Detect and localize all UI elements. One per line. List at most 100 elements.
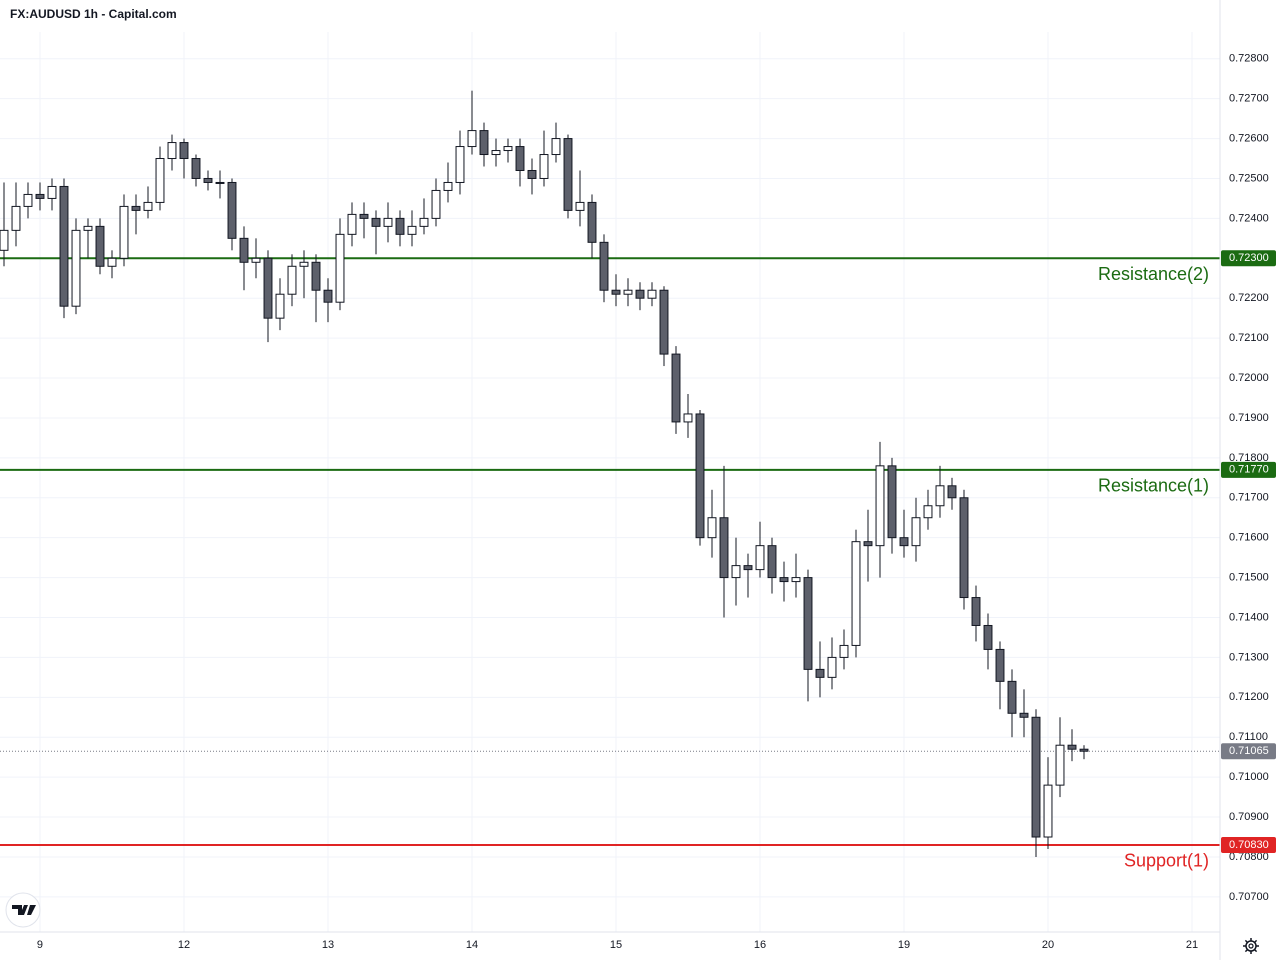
- x-tick-label: 15: [610, 939, 622, 951]
- y-tick-label: 0.71900: [1229, 412, 1269, 424]
- candle-body: [227, 181, 237, 239]
- candle-body: [299, 261, 309, 267]
- y-tick-label: 0.70700: [1229, 891, 1269, 903]
- candle-body: [287, 265, 297, 295]
- grid: [0, 32, 1220, 932]
- candle-body: [983, 624, 993, 650]
- candle-body: [1007, 680, 1017, 714]
- candle-body: [95, 225, 105, 267]
- x-tick-label: 14: [466, 939, 478, 951]
- candle-body: [779, 577, 789, 583]
- candle-body: [803, 577, 813, 670]
- level-tag: [1221, 250, 1276, 267]
- candle-body: [815, 668, 825, 678]
- last-price-tag: [1221, 743, 1276, 760]
- candle-body: [107, 257, 117, 267]
- candle-body: [971, 597, 981, 626]
- candle-body: [767, 545, 777, 579]
- y-tick-label: 0.71500: [1229, 571, 1269, 583]
- candle-body: [527, 169, 537, 179]
- level-name: Support(1): [1124, 851, 1209, 871]
- candle-body: [311, 261, 321, 291]
- candle-body: [647, 289, 657, 299]
- y-tick-label: 0.72200: [1229, 292, 1269, 304]
- candle-body: [23, 193, 33, 207]
- candle-body: [0, 229, 9, 251]
- y-tick-label: 0.71400: [1229, 611, 1269, 623]
- candle-body: [695, 413, 705, 539]
- candle-body: [911, 517, 921, 547]
- candle-body: [35, 193, 45, 199]
- candle-body: [851, 541, 861, 646]
- x-tick-label: 21: [1186, 939, 1198, 951]
- candle-body: [359, 213, 369, 219]
- candle-body: [863, 541, 873, 547]
- candle-body: [455, 146, 465, 183]
- candle-body: [959, 497, 969, 599]
- x-tick-label: 12: [178, 939, 190, 951]
- candle-body: [323, 289, 333, 303]
- candle-body: [407, 225, 417, 235]
- candle-body: [467, 130, 477, 148]
- x-tick-label: 20: [1042, 939, 1054, 951]
- candle-body: [611, 289, 621, 295]
- candle-body: [623, 289, 633, 295]
- candles: [0, 90, 1089, 857]
- candle-body: [635, 289, 645, 299]
- level-tag-label: 0.71770: [1229, 464, 1269, 476]
- candle-body: [275, 293, 285, 319]
- candle-body: [119, 205, 129, 259]
- y-tick-label: 0.70800: [1229, 851, 1269, 863]
- candle-body: [707, 517, 717, 539]
- candle-body: [875, 465, 885, 547]
- level-tag: [1221, 836, 1276, 853]
- y-tick-label: 0.71000: [1229, 771, 1269, 783]
- candle-body: [599, 241, 609, 291]
- y-tick-label: 0.71100: [1229, 731, 1268, 743]
- candle-body: [719, 517, 729, 579]
- candle-body: [347, 213, 357, 235]
- level-tag: [1221, 461, 1276, 478]
- candle-body: [503, 146, 513, 152]
- candle-body: [839, 644, 849, 658]
- candle-body: [995, 648, 1005, 682]
- candle-body: [443, 181, 453, 191]
- y-tick-label: 0.72400: [1229, 212, 1269, 224]
- candle-body: [263, 257, 273, 319]
- candle-body: [659, 289, 669, 355]
- candle-body: [587, 201, 597, 243]
- candle-body: [155, 158, 165, 203]
- y-tick-label: 0.72800: [1229, 53, 1269, 65]
- candle-body: [11, 205, 21, 231]
- candle-body: [47, 185, 57, 199]
- candle-body: [203, 177, 213, 183]
- axes: 0.70700 0.70800 0.70900 0.71000 0.71100 0.712…: [37, 53, 1276, 951]
- candle-body: [899, 537, 909, 547]
- y-tick-label: 0.72000: [1229, 372, 1269, 384]
- chart-title: FX:AUDUSD 1h - Capital.com: [10, 7, 177, 21]
- candle-body: [1079, 748, 1089, 752]
- levels: Resistance(2) Resistance(1) Support(1): [0, 257, 1220, 871]
- candle-body: [143, 201, 153, 211]
- settings-icon[interactable]: [1243, 938, 1259, 954]
- candle-body: [179, 142, 189, 160]
- candle-body: [551, 138, 561, 156]
- x-tick-label: 19: [898, 939, 910, 951]
- candle-body: [671, 353, 681, 423]
- candle-body: [791, 577, 801, 583]
- y-tick-label: 0.72500: [1229, 172, 1269, 184]
- last-price-label: 0.71065: [1229, 745, 1269, 757]
- x-tick-label: 16: [754, 939, 766, 951]
- candle-body: [731, 565, 741, 579]
- candle-body: [491, 150, 501, 156]
- candle-body: [371, 217, 381, 227]
- candle-body: [83, 225, 93, 231]
- candle-body: [935, 485, 945, 507]
- level-tag-label: 0.72300: [1229, 252, 1269, 264]
- candle-body: [419, 217, 429, 227]
- candle-body: [251, 257, 261, 263]
- candle-body: [515, 146, 525, 171]
- candle-body: [71, 229, 81, 307]
- y-tick-label: 0.71800: [1229, 452, 1269, 464]
